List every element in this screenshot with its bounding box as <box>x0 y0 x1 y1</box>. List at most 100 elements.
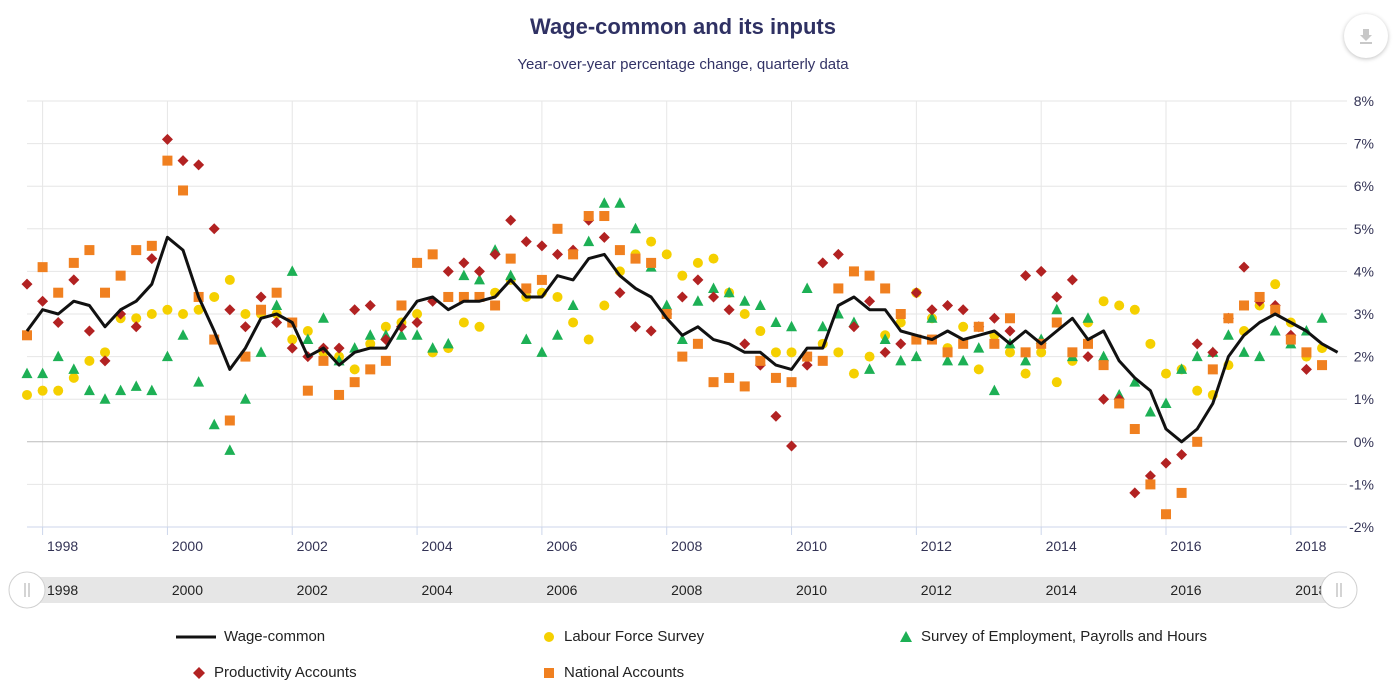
data-point-lfs[interactable] <box>1270 279 1281 290</box>
legend-item-wage-common[interactable]: Wage-common <box>176 628 325 645</box>
data-point-lfs[interactable] <box>100 347 111 358</box>
data-point-national[interactable] <box>677 351 688 362</box>
download-button[interactable] <box>1344 14 1388 58</box>
data-point-lfs[interactable] <box>755 326 766 337</box>
data-point-national[interactable] <box>443 291 454 302</box>
data-point-seph[interactable] <box>52 350 64 362</box>
data-point-national[interactable] <box>552 223 563 234</box>
data-point-lfs[interactable] <box>131 313 142 324</box>
data-point-national[interactable] <box>536 274 547 285</box>
data-point-seph[interactable] <box>130 380 142 391</box>
data-point-national[interactable] <box>256 304 267 315</box>
data-point-seph[interactable] <box>536 346 548 357</box>
data-point-national[interactable] <box>708 377 719 388</box>
data-point-national[interactable] <box>427 249 438 260</box>
data-point-seph[interactable] <box>1082 312 1094 323</box>
data-point-seph[interactable] <box>988 384 1000 396</box>
data-point-seph[interactable] <box>676 333 688 345</box>
data-point-national[interactable] <box>271 287 282 298</box>
data-point-seph[interactable] <box>801 282 813 293</box>
data-point-seph[interactable] <box>473 273 485 285</box>
data-point-productivity[interactable] <box>1207 346 1219 358</box>
data-point-national[interactable] <box>349 377 360 388</box>
data-point-lfs[interactable] <box>1051 377 1062 388</box>
data-point-seph[interactable] <box>505 269 517 281</box>
data-point-seph[interactable] <box>193 376 205 387</box>
data-point-lfs[interactable] <box>708 253 719 264</box>
data-point-seph[interactable] <box>551 329 563 340</box>
data-point-lfs[interactable] <box>380 321 391 332</box>
data-point-national[interactable] <box>1051 317 1062 328</box>
data-point-seph[interactable] <box>271 299 283 310</box>
legend-item-productivity[interactable]: Productivity Accounts <box>192 664 357 681</box>
data-point-national[interactable] <box>1239 300 1250 311</box>
data-point-seph[interactable] <box>239 393 251 404</box>
data-point-lfs[interactable] <box>786 347 797 358</box>
data-point-lfs[interactable] <box>1098 296 1109 307</box>
data-point-seph[interactable] <box>1051 303 1063 315</box>
data-point-productivity[interactable] <box>146 253 158 265</box>
data-point-national[interactable] <box>37 262 48 273</box>
data-point-productivity[interactable] <box>614 287 626 299</box>
data-point-lfs[interactable] <box>1129 304 1140 315</box>
data-point-productivity[interactable] <box>598 231 610 243</box>
data-point-national[interactable] <box>1254 291 1265 302</box>
data-point-national[interactable] <box>1067 347 1078 358</box>
data-point-lfs[interactable] <box>1020 368 1031 379</box>
data-point-lfs[interactable] <box>692 257 703 268</box>
data-point-national[interactable] <box>739 381 750 392</box>
data-point-productivity[interactable] <box>193 159 205 171</box>
data-point-productivity[interactable] <box>770 410 782 422</box>
data-point-seph[interactable] <box>364 329 376 340</box>
data-point-productivity[interactable] <box>364 299 376 311</box>
data-point-national[interactable] <box>599 211 610 222</box>
data-point-productivity[interactable] <box>848 321 860 333</box>
data-point-productivity[interactable] <box>1144 470 1156 482</box>
data-point-national[interactable] <box>848 266 859 277</box>
data-point-national[interactable] <box>84 245 95 256</box>
data-point-lfs[interactable] <box>474 321 485 332</box>
data-point-lfs[interactable] <box>287 334 298 345</box>
data-point-national[interactable] <box>146 240 157 251</box>
data-point-seph[interactable] <box>973 342 985 353</box>
data-point-productivity[interactable] <box>458 257 470 269</box>
data-point-productivity[interactable] <box>83 325 95 337</box>
data-point-seph[interactable] <box>317 312 329 323</box>
data-point-seph[interactable] <box>146 384 158 396</box>
data-point-national[interactable] <box>412 257 423 268</box>
data-point-productivity[interactable] <box>1051 291 1063 303</box>
data-point-national[interactable] <box>209 334 220 345</box>
data-point-national[interactable] <box>521 283 532 294</box>
data-point-productivity[interactable] <box>942 299 954 311</box>
data-point-national[interactable] <box>53 287 64 298</box>
data-point-national[interactable] <box>911 334 922 345</box>
data-point-seph[interactable] <box>723 286 735 298</box>
data-point-lfs[interactable] <box>412 309 423 319</box>
data-point-productivity[interactable] <box>1129 487 1141 499</box>
data-point-seph[interactable] <box>1191 350 1203 362</box>
legend-item-national[interactable]: National Accounts <box>542 664 684 681</box>
data-point-national[interactable] <box>68 257 79 268</box>
data-point-lfs[interactable] <box>864 351 875 362</box>
data-point-seph[interactable] <box>942 354 954 366</box>
data-point-lfs[interactable] <box>68 372 79 383</box>
data-point-seph[interactable] <box>1160 397 1172 408</box>
navigator-track[interactable] <box>27 577 1347 603</box>
data-point-national[interactable] <box>318 355 329 366</box>
data-point-seph[interactable] <box>255 346 267 357</box>
data-point-seph[interactable] <box>1020 354 1032 366</box>
data-point-seph[interactable] <box>879 333 891 345</box>
data-point-national[interactable] <box>1192 436 1203 447</box>
data-point-lfs[interactable] <box>193 304 204 315</box>
data-point-productivity[interactable] <box>1082 351 1094 363</box>
data-point-national[interactable] <box>380 355 391 366</box>
data-point-productivity[interactable] <box>864 295 876 307</box>
data-point-lfs[interactable] <box>53 385 64 396</box>
data-point-lfs[interactable] <box>833 347 844 358</box>
data-point-lfs[interactable] <box>37 385 48 396</box>
data-point-national[interactable] <box>786 377 797 388</box>
data-point-productivity[interactable] <box>676 291 688 303</box>
data-point-productivity[interactable] <box>1066 274 1078 286</box>
data-point-seph[interactable] <box>957 354 969 366</box>
data-point-lfs[interactable] <box>240 309 251 319</box>
